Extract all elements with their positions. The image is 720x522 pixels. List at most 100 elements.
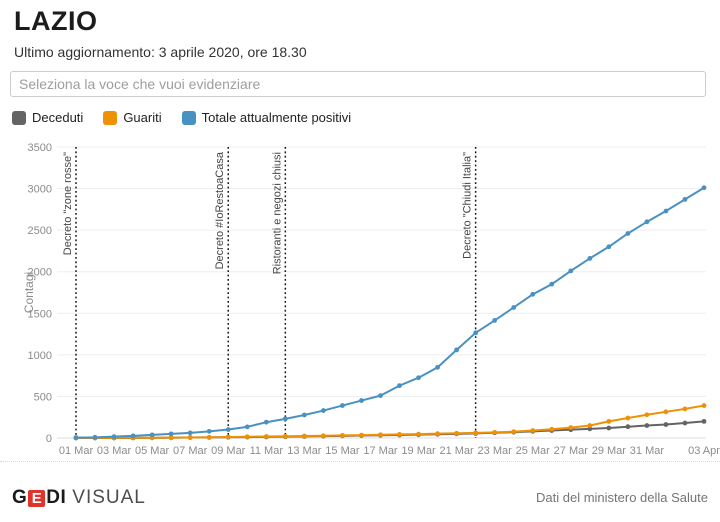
chart-area[interactable]: 0 500 1000 1500 2000 2500 3000 3500 Contagi 01 Ma… <box>0 138 720 468</box>
data-point[interactable] <box>587 423 593 428</box>
legend-item-totale-attualmente-positivi[interactable]: Totale attualmente positivi <box>181 110 351 125</box>
x-tick-label: 17 Mar <box>363 445 398 457</box>
data-point[interactable] <box>320 433 326 439</box>
x-tick-label: 15 Mar <box>325 445 360 457</box>
legend-swatch <box>103 110 118 125</box>
data-point[interactable] <box>625 231 631 236</box>
annotation-label: Decreto #IoRestoaCasa <box>214 151 226 269</box>
data-point[interactable] <box>282 433 288 439</box>
data-point[interactable] <box>663 208 669 214</box>
data-point[interactable] <box>282 416 288 422</box>
footer-divider <box>0 461 720 462</box>
legend-swatch <box>12 110 26 125</box>
data-point[interactable] <box>568 425 574 431</box>
x-tick-label: 07 Mar <box>173 445 208 457</box>
data-point[interactable] <box>397 383 402 389</box>
x-tick-label: 29 Mar <box>592 445 627 457</box>
data-point[interactable] <box>416 431 421 437</box>
data-point[interactable] <box>397 432 402 437</box>
data-point[interactable] <box>682 196 688 202</box>
data-point[interactable] <box>606 425 612 431</box>
data-point[interactable] <box>663 409 669 415</box>
series-line-totale-attualmente-positivi <box>75 186 705 439</box>
last-update-text: Ultimo aggiornamento: 3 aprile 2020, ore… <box>14 44 307 60</box>
data-point[interactable] <box>530 428 536 433</box>
data-point[interactable] <box>644 219 650 225</box>
data-point[interactable] <box>473 330 479 336</box>
data-point[interactable] <box>701 418 707 424</box>
data-point[interactable] <box>492 318 498 323</box>
line-chart[interactable]: 0 500 1000 1500 2000 2500 3000 3500 Contagi 01 Ma… <box>0 138 720 468</box>
data-point[interactable] <box>625 424 631 430</box>
data-point[interactable] <box>340 433 345 438</box>
data-point[interactable] <box>587 426 593 432</box>
data-point[interactable] <box>225 434 231 440</box>
data-point[interactable] <box>663 422 669 427</box>
data-point[interactable] <box>416 375 421 381</box>
x-tick-label: 13 Mar <box>287 445 322 457</box>
data-point[interactable] <box>568 268 574 274</box>
data-point[interactable] <box>435 364 440 370</box>
data-point[interactable] <box>606 244 612 250</box>
data-point[interactable] <box>244 434 250 440</box>
x-tick-label: 11 Mar <box>250 445 284 457</box>
x-tick-label: 03 Apr <box>688 445 720 457</box>
data-point[interactable] <box>682 406 688 412</box>
data-point[interactable] <box>111 434 117 440</box>
data-point[interactable] <box>359 432 364 438</box>
data-point[interactable] <box>606 418 612 424</box>
data-point[interactable] <box>263 434 269 439</box>
data-point[interactable] <box>130 433 136 439</box>
data-point[interactable] <box>149 432 155 438</box>
data-point[interactable] <box>511 305 517 310</box>
data-point[interactable] <box>549 281 555 287</box>
data-point[interactable] <box>263 419 269 425</box>
data-point[interactable] <box>244 424 250 430</box>
legend-swatch <box>181 110 196 125</box>
data-point[interactable] <box>644 412 650 418</box>
data-point[interactable] <box>359 398 364 403</box>
data-point[interactable] <box>473 430 479 436</box>
data-point[interactable] <box>587 256 593 261</box>
data-point[interactable] <box>492 429 498 435</box>
data-point[interactable] <box>187 430 193 436</box>
x-tick-label: 27 Mar <box>554 445 589 457</box>
data-point[interactable] <box>378 432 383 438</box>
data-point[interactable] <box>225 427 231 432</box>
data-point[interactable] <box>340 403 345 408</box>
series-select-input[interactable] <box>10 71 706 97</box>
data-point[interactable] <box>682 420 688 426</box>
series-line-guariti <box>76 404 705 439</box>
data-point[interactable] <box>301 433 307 439</box>
data-point[interactable] <box>73 435 79 440</box>
data-point[interactable] <box>549 426 555 432</box>
x-tick-label: 09 Mar <box>211 445 246 457</box>
legend-item-guariti[interactable]: Guariti <box>103 110 162 125</box>
y-tick-label: 2500 <box>28 225 52 237</box>
logo-letter-g: G <box>12 487 28 508</box>
data-point[interactable] <box>701 185 707 191</box>
legend-item-deceduti[interactable]: Deceduti <box>12 110 83 125</box>
data-point[interactable] <box>435 431 440 437</box>
y-tick-label: 3500 <box>28 142 52 154</box>
data-point[interactable] <box>701 403 707 408</box>
data-point[interactable] <box>625 415 631 421</box>
data-point[interactable] <box>530 291 536 297</box>
data-point[interactable] <box>320 408 326 413</box>
x-tick-label: 05 Mar <box>135 445 170 457</box>
data-point[interactable] <box>378 393 383 398</box>
data-point[interactable] <box>168 435 174 441</box>
data-point[interactable] <box>206 428 212 434</box>
data-point[interactable] <box>187 435 193 440</box>
annotation-label: Decreto "Chiudi Italia" <box>462 152 474 259</box>
x-tick-label: 03 Mar <box>97 445 132 457</box>
data-point[interactable] <box>644 423 650 428</box>
data-point[interactable] <box>206 434 212 440</box>
data-point[interactable] <box>301 412 307 418</box>
data-point[interactable] <box>511 429 517 435</box>
data-point[interactable] <box>92 434 98 440</box>
data-point[interactable] <box>454 430 460 436</box>
data-point[interactable] <box>454 347 460 353</box>
data-point[interactable] <box>168 431 174 437</box>
x-tick-label: 23 Mar <box>478 445 513 457</box>
